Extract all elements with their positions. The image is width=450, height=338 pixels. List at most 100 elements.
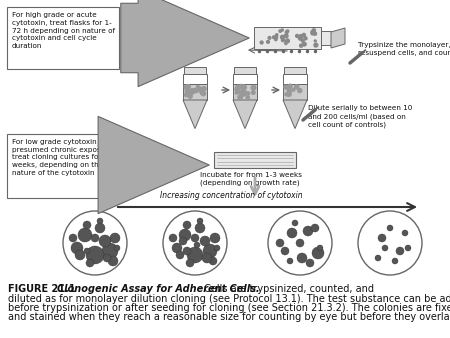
Circle shape [203, 244, 217, 258]
Polygon shape [184, 67, 206, 74]
Circle shape [69, 234, 77, 242]
Circle shape [296, 34, 298, 38]
Polygon shape [284, 67, 306, 74]
Circle shape [163, 211, 227, 275]
Circle shape [276, 34, 278, 36]
Circle shape [303, 226, 313, 236]
Circle shape [184, 93, 188, 97]
Circle shape [311, 31, 314, 34]
Circle shape [242, 85, 246, 90]
Circle shape [292, 88, 295, 91]
Text: and stained when they reach a reasonable size for counting by eye but before the: and stained when they reach a reasonable… [8, 313, 450, 322]
Circle shape [284, 85, 288, 89]
Circle shape [287, 258, 293, 264]
FancyBboxPatch shape [7, 7, 119, 69]
Circle shape [246, 92, 250, 95]
Circle shape [296, 239, 304, 247]
Circle shape [297, 253, 307, 263]
Circle shape [241, 91, 246, 96]
Circle shape [274, 38, 277, 41]
Text: For low grade cytotoxin or
presumed chronic exposure
treat cloning cultures for : For low grade cytotoxin or presumed chro… [12, 139, 116, 176]
Circle shape [184, 86, 188, 89]
Circle shape [358, 211, 422, 275]
Circle shape [287, 228, 297, 238]
Circle shape [288, 84, 292, 88]
Circle shape [306, 259, 314, 267]
Circle shape [172, 243, 182, 253]
Circle shape [191, 234, 199, 242]
Circle shape [102, 243, 118, 259]
Polygon shape [234, 67, 256, 74]
Circle shape [110, 233, 120, 243]
Text: Incubate for from 1-3 weeks
(depending on growth rate): Incubate for from 1-3 weeks (depending o… [200, 172, 302, 187]
Circle shape [235, 87, 239, 91]
Circle shape [114, 245, 120, 251]
Text: For high grade or acute
cytotoxin, treat flasks for 1-
72 h depending on nature : For high grade or acute cytotoxin, treat… [12, 12, 115, 49]
Circle shape [284, 34, 288, 38]
Circle shape [242, 90, 244, 93]
Circle shape [251, 85, 256, 90]
Circle shape [317, 245, 323, 251]
Circle shape [312, 29, 315, 32]
Circle shape [169, 234, 177, 242]
Circle shape [387, 225, 393, 231]
Text: FIGURE 21.1: FIGURE 21.1 [8, 284, 79, 294]
Circle shape [285, 42, 287, 45]
Circle shape [195, 90, 197, 92]
FancyBboxPatch shape [7, 134, 119, 198]
Polygon shape [233, 100, 257, 128]
Circle shape [298, 37, 302, 40]
Circle shape [200, 88, 202, 90]
Circle shape [197, 87, 202, 92]
Circle shape [282, 39, 284, 42]
Circle shape [190, 89, 195, 94]
Circle shape [236, 85, 239, 89]
Circle shape [285, 31, 288, 33]
Circle shape [179, 237, 187, 245]
Circle shape [281, 247, 289, 255]
Text: Trypsinize the monolayer,
resuspend cells, and count.: Trypsinize the monolayer, resuspend cell… [358, 42, 450, 56]
Circle shape [311, 224, 319, 232]
Text: diluted as for monolayer dilution cloning (see Protocol 13.1). The test substanc: diluted as for monolayer dilution clonin… [8, 293, 450, 304]
Circle shape [71, 242, 83, 254]
Circle shape [240, 90, 243, 93]
Circle shape [239, 84, 243, 89]
Circle shape [268, 211, 332, 275]
Circle shape [83, 221, 91, 229]
Polygon shape [214, 152, 296, 168]
Circle shape [304, 37, 307, 40]
Circle shape [183, 247, 191, 255]
Circle shape [95, 223, 105, 233]
Circle shape [375, 255, 381, 261]
Polygon shape [233, 74, 257, 83]
Circle shape [185, 84, 190, 89]
Circle shape [185, 89, 190, 93]
Circle shape [246, 96, 249, 99]
Circle shape [302, 39, 304, 42]
Polygon shape [321, 31, 331, 45]
Circle shape [298, 89, 302, 93]
Circle shape [288, 90, 291, 93]
Polygon shape [254, 27, 321, 49]
Circle shape [193, 89, 195, 91]
Circle shape [313, 32, 316, 35]
Circle shape [287, 92, 291, 96]
Circle shape [176, 251, 184, 259]
Circle shape [190, 91, 193, 94]
Circle shape [209, 257, 217, 265]
Circle shape [252, 91, 255, 94]
Circle shape [91, 234, 99, 242]
Circle shape [298, 89, 301, 92]
Circle shape [241, 91, 245, 95]
Circle shape [285, 93, 288, 96]
Circle shape [382, 245, 388, 251]
Circle shape [292, 220, 298, 226]
Circle shape [295, 85, 299, 89]
Polygon shape [183, 83, 207, 100]
Polygon shape [233, 83, 257, 100]
Text: before trypsinization or after seeding for cloning (see Section 21.3.2). The col: before trypsinization or after seeding f… [8, 303, 450, 313]
Circle shape [202, 87, 206, 91]
Circle shape [108, 256, 118, 266]
Circle shape [78, 228, 92, 242]
Circle shape [202, 253, 212, 263]
